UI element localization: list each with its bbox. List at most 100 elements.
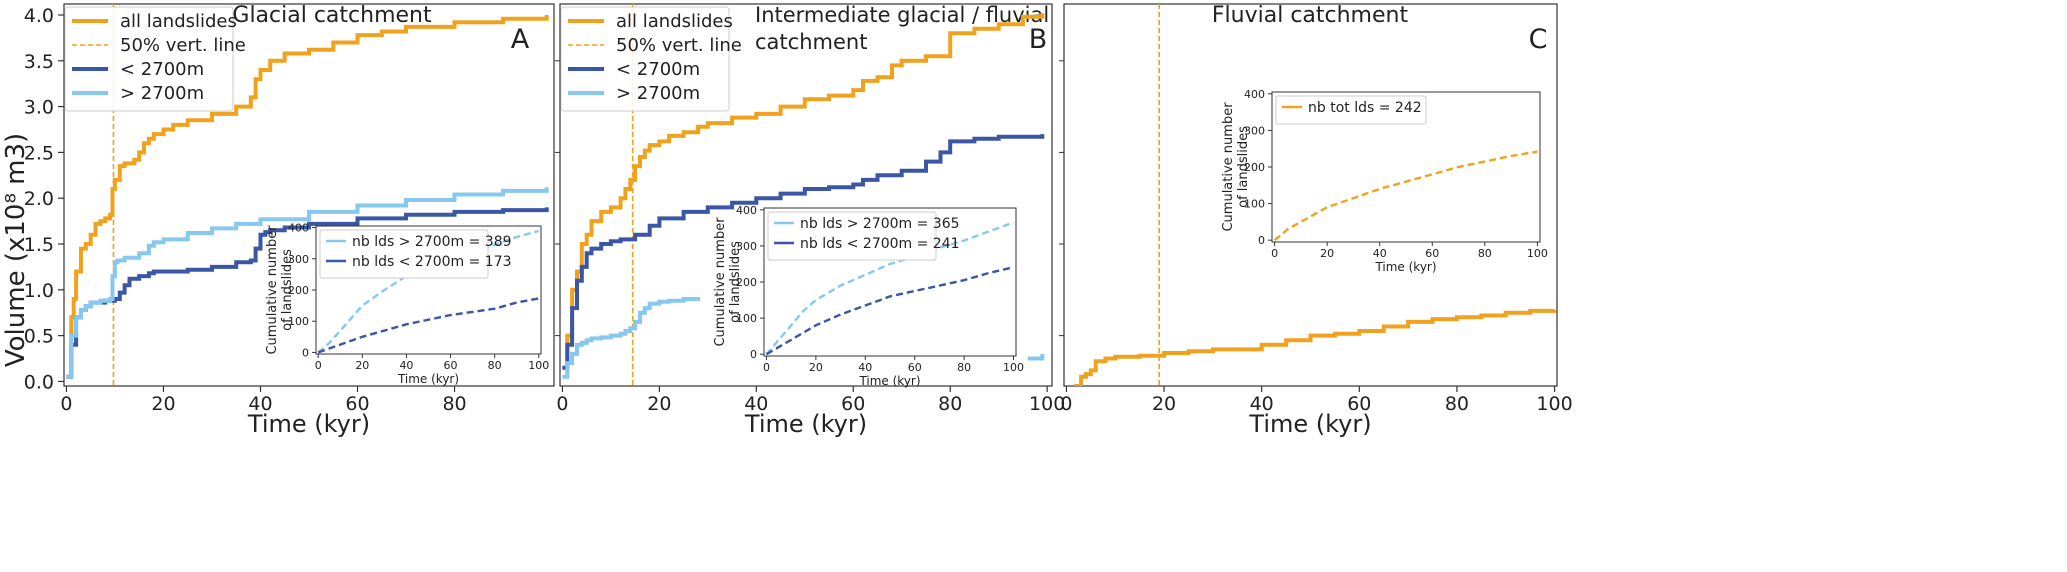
inset-legend-label: nb lds < 2700m = 241: [800, 236, 960, 252]
inset-x-axis-label: Time (kyr): [858, 374, 920, 388]
inset-x-tick-label: 100: [1527, 247, 1548, 260]
inset-chart: 0 20 40 60 80 100 0 100 200 300 400 Time (kyr) Cumul…: [265, 222, 549, 386]
inset-y-axis-label: of landslides: [1236, 126, 1251, 208]
inset-x-tick-label: 20: [1320, 247, 1334, 260]
series-line: [562, 297, 701, 379]
legend-label: all landslides: [616, 11, 733, 32]
y-axis-label: Volume (x10⁸ m3): [1, 133, 31, 367]
panel-frame: [63, 3, 555, 387]
panel-frame: [1063, 3, 1558, 387]
series-group: [1074, 4, 1557, 386]
inset-y-tick-label: 400: [736, 204, 757, 217]
inset-x-axis-label: Time (kyr): [397, 372, 459, 386]
inset-y-tick-label: 0: [1258, 234, 1265, 247]
inset-x-tick-label: 40: [1373, 247, 1387, 260]
inset-x-tick-label: 80: [1478, 247, 1492, 260]
inset-legend-box: [1275, 95, 1427, 125]
panel-letter: C: [1529, 24, 1548, 55]
x-tick-label: 80: [442, 393, 466, 415]
inset-y-axis-label: Cumulative number: [265, 225, 280, 355]
inset-x-axis-label: Time (kyr): [1374, 260, 1436, 274]
inset-x-tick-label: 100: [528, 359, 549, 372]
x-tick-label: 0: [1060, 393, 1072, 415]
panel-a: 0 20 40 60 80 0.0 0.5 1.0 1.5 2.0 2.5 3.0 3.5 4.0 Time…: [24, 3, 555, 438]
inset-x-tick-label: 40: [399, 359, 413, 372]
inset-x-tick-label: 20: [355, 359, 369, 372]
x-tick-label: 20: [1152, 393, 1176, 415]
x-tick-label: 60: [841, 393, 865, 415]
series-line: [66, 187, 549, 379]
inset-chart: 0 20 40 60 80 100 0 100 200 300 400 Time (kyr) Cumul…: [713, 204, 1024, 388]
inset-y-tick-label: 400: [1244, 88, 1265, 101]
y-tick-label: 0.5: [24, 326, 54, 348]
inset-x-tick-label: 60: [908, 361, 922, 374]
inset-legend-label: nb tot lds = 242: [1308, 100, 1422, 116]
x-tick-label: 0: [60, 393, 72, 415]
x-tick-label: 0: [556, 393, 568, 415]
legend-box: [64, 6, 234, 112]
inset-y-tick-label: 300: [736, 240, 757, 253]
panel-c: 0 20 40 60 80 100 Time (kyr) Fluvial catchment C…: [1059, 3, 1573, 438]
panel-letter: B: [1029, 24, 1048, 55]
inset-x-tick-label: 0: [763, 361, 770, 374]
inset-x-tick-label: 100: [1003, 361, 1024, 374]
y-tick-label: 0.0: [24, 371, 54, 393]
x-tick-label: 20: [151, 393, 175, 415]
legend-label: > 2700m: [120, 83, 204, 104]
inset-y-tick-label: 100: [288, 315, 309, 328]
series-group: [562, 4, 1045, 386]
inset-series-line: [765, 266, 1014, 356]
inset-y-tick-label: 200: [1244, 161, 1265, 174]
inset-series-line: [765, 221, 1014, 355]
legend: all landslides 50% vert. line < 2700m > 270…: [560, 6, 742, 112]
inset-x-tick-label: 60: [444, 359, 458, 372]
inset-y-tick-label: 300: [1244, 124, 1265, 137]
x-tick-label: 100: [1536, 393, 1572, 415]
x-axis-label: Time (kyr): [744, 410, 867, 438]
inset-x-tick-label: 0: [1271, 247, 1278, 260]
y-tick-label: 1.5: [24, 234, 54, 256]
series-line: [1027, 353, 1045, 361]
inset-legend-box: [767, 211, 937, 261]
series-line: [562, 134, 1045, 370]
x-tick-label: 60: [345, 393, 369, 415]
panel-title: Fluvial catchment: [1212, 3, 1409, 28]
panel-title: catchment: [755, 30, 867, 54]
legend-label: < 2700m: [616, 59, 700, 80]
inset-y-tick-label: 0: [302, 346, 309, 359]
inset-legend-label: nb lds > 2700m = 365: [800, 216, 960, 232]
series-line: [562, 13, 1045, 370]
y-tick-label: 1.0: [24, 280, 54, 302]
panel-frame: [559, 3, 1053, 387]
inset-legend: nb lds > 2700m = 365 nb lds < 2700m = 241: [767, 211, 960, 261]
x-tick-label: 40: [1250, 393, 1274, 415]
legend-label: all landslides: [120, 11, 237, 32]
inset-legend-box: [319, 229, 489, 279]
inset-y-axis-label: Cumulative number: [713, 217, 728, 347]
inset-y-tick-label: 400: [288, 222, 309, 235]
inset-legend-label: nb lds > 2700m = 389: [352, 234, 512, 250]
inset-x-tick-label: 20: [809, 361, 823, 374]
x-tick-label: 80: [1445, 393, 1469, 415]
x-tick-label: 60: [1347, 393, 1371, 415]
y-tick-label: 2.5: [24, 142, 54, 164]
inset-y-tick-label: 200: [736, 276, 757, 289]
inset-x-tick-label: 80: [957, 361, 971, 374]
panel-title: Glacial catchment: [232, 3, 432, 28]
x-tick-label: 40: [744, 393, 768, 415]
inset-legend: nb tot lds = 242: [1275, 95, 1427, 125]
series-group: [66, 4, 549, 386]
x-tick-label: 40: [248, 393, 272, 415]
inset-y-tick-label: 100: [1244, 198, 1265, 211]
inset-x-tick-label: 80: [488, 359, 502, 372]
inset-y-tick-label: 0: [750, 348, 757, 361]
legend-label: < 2700m: [120, 59, 204, 80]
legend: all landslides 50% vert. line < 2700m > 270…: [64, 6, 246, 112]
inset-y-tick-label: 100: [736, 312, 757, 325]
inset-y-tick-label: 300: [288, 253, 309, 266]
x-tick-label: 80: [938, 393, 962, 415]
inset-series-line: [317, 229, 540, 354]
inset-y-axis-label: Cumulative number: [1221, 102, 1236, 232]
